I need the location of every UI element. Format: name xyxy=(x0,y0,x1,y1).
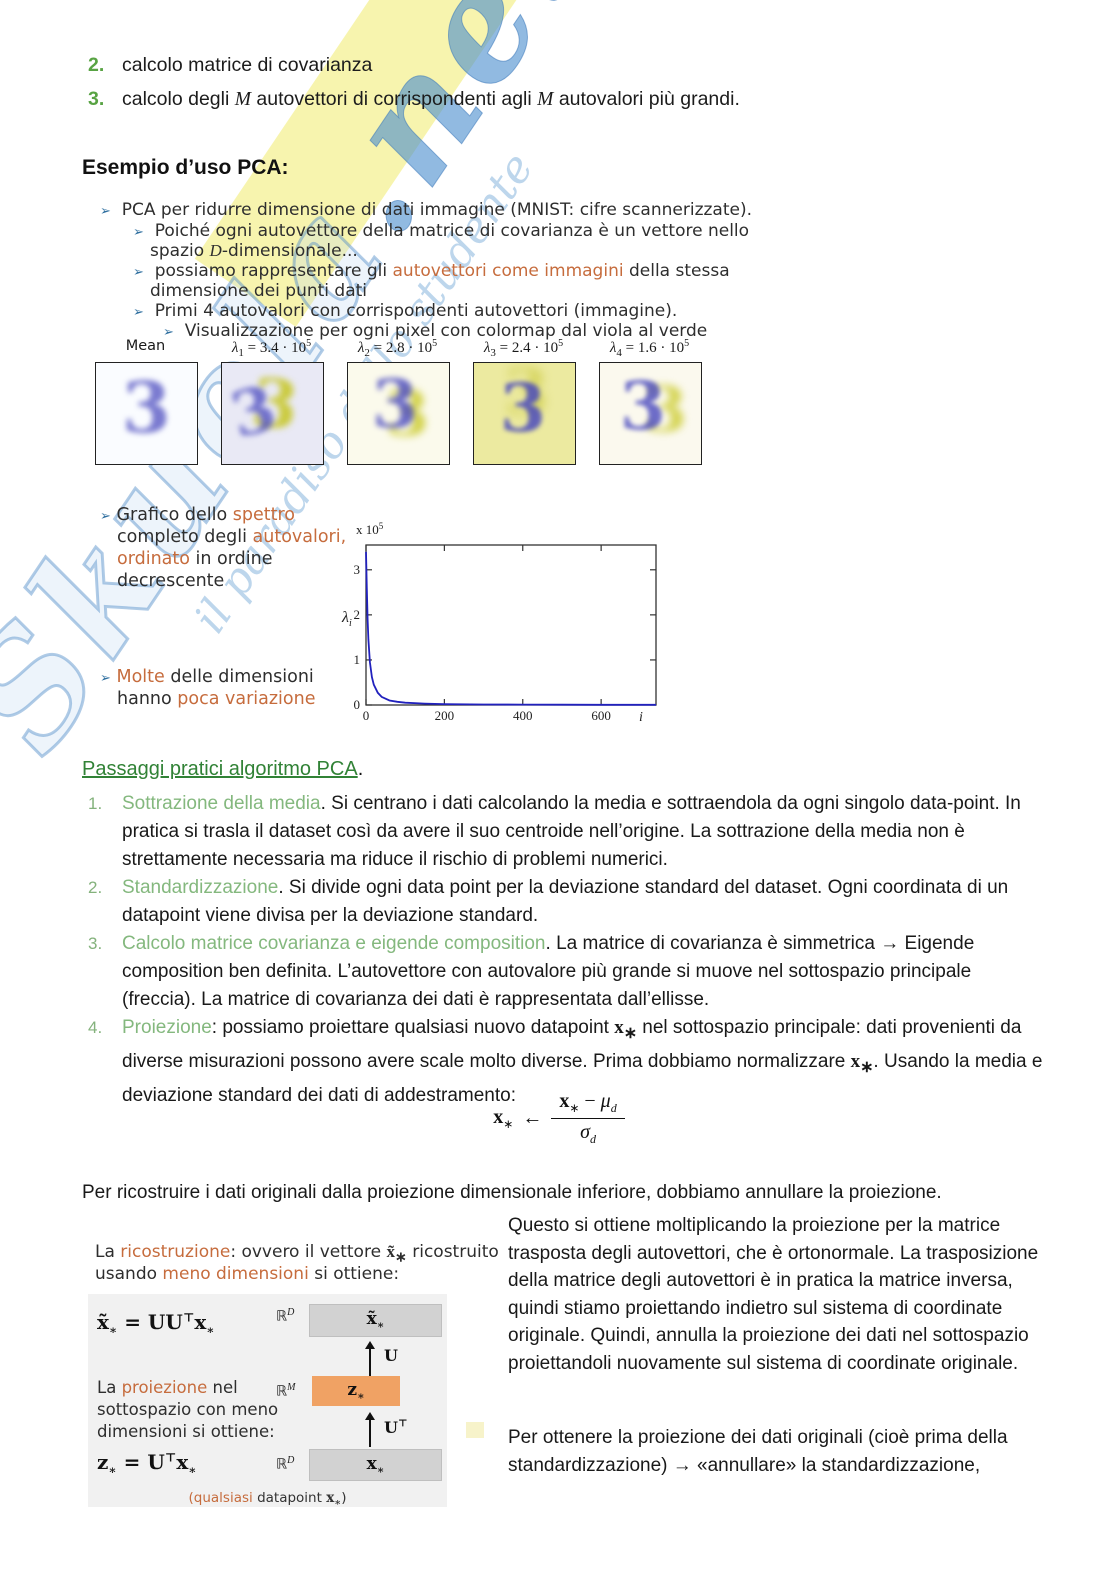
up-arrow-UT xyxy=(365,1412,375,1447)
bullet-line-4: ➢ Primi 4 autovalori con corrispondenti … xyxy=(133,301,678,321)
left-arrow-icon: ← xyxy=(522,1107,543,1129)
digit-3-glyph: 3 xyxy=(620,367,666,445)
spectrum-bullet-1c: ordinato in ordine xyxy=(117,549,273,569)
list-item-3-text: calcolo degli M autovettori di corrispon… xyxy=(122,88,740,110)
reconstruction-diagram-panel: x̃∗ = UU⊤x∗ ℝD x̃∗ U ℝM z∗ U⊤ ℝD x∗ La p… xyxy=(88,1294,447,1509)
reconstruction-left-line2: usando meno dimensioni si ottiene: xyxy=(95,1264,400,1284)
steps-heading: Passaggi pratici algoritmo PCA. xyxy=(82,758,364,780)
arrow-bullet-icon: ➢ xyxy=(100,509,111,524)
eigenimage-label-lambda3: λ3 = 2.4 · 105 xyxy=(483,338,564,359)
up-arrow-U xyxy=(365,1341,375,1376)
projection-text-line2: sottospazio con meno xyxy=(97,1400,279,1419)
eigenimage-mean: 3 xyxy=(95,362,198,465)
svg-text:600: 600 xyxy=(591,708,611,723)
digit-3-glyph: 3 xyxy=(644,373,688,446)
step-4: 4. Proiezione: possiamo proiettare quals… xyxy=(88,1014,1048,1110)
formula-reconstruction: x̃∗ = UU⊤x∗ xyxy=(97,1310,215,1337)
bullet-line-3: ➢ possiamo rappresentare gli autovettori… xyxy=(133,261,730,281)
step-3: 3. Calcolo matrice covarianza e eigende … xyxy=(88,930,1048,1014)
eigenvalue-spectrum-chart: x 105 λi i 0 200 400 600 0 1 2 3 xyxy=(341,521,657,725)
spectrum-bullet-1d: decrescente xyxy=(117,571,225,591)
formula-projection: z∗ = U⊤x∗ xyxy=(97,1450,197,1477)
list-item-3-number: 3. xyxy=(88,88,105,110)
section-heading-esempio: Esempio d’uso PCA: xyxy=(82,156,289,179)
vector-box-x: x∗ xyxy=(309,1449,442,1481)
diagram-caption: (qualsiasi datapoint x∗) xyxy=(188,1490,347,1509)
projection-text-line1: La proiezione nel xyxy=(97,1378,238,1397)
arrow-bullet-icon: ➢ xyxy=(163,325,174,340)
bullet-line-3b: dimensione dei punti dati xyxy=(150,281,368,301)
reconstruction-left-line1: La ricostruzione: ovvero il vettore x̃∗ … xyxy=(95,1242,499,1266)
arrow-bullet-icon: ➢ xyxy=(133,305,144,320)
svg-text:0: 0 xyxy=(354,697,361,712)
step-4-number: 4. xyxy=(88,1018,103,1037)
svg-text:400: 400 xyxy=(513,708,533,723)
space-label-RD-bottom: ℝD xyxy=(276,1455,295,1473)
arrow-bullet-icon: ➢ xyxy=(100,204,111,219)
projection-text-line3: dimensioni si ottiene: xyxy=(97,1422,275,1441)
svg-text:200: 200 xyxy=(435,708,455,723)
arrow-bullet-icon: ➢ xyxy=(133,265,144,280)
step-1-number: 1. xyxy=(88,794,103,813)
bullet-line-2b: spazio D-dimensionale... xyxy=(150,241,358,261)
spectrum-bullet-2b: hanno poca variazione xyxy=(117,689,316,709)
digit-3-glyph: 3 xyxy=(386,377,430,450)
arrow-label-U: U xyxy=(384,1346,398,1365)
list-item-2-text: calcolo matrice di covarianza xyxy=(122,54,373,76)
chart-xlabel: i xyxy=(639,710,643,725)
chart-ylabel: λi xyxy=(341,609,352,629)
arrow-bullet-icon: ➢ xyxy=(100,671,111,686)
bullet-line-1: ➢ PCA per ridurre dimensione di dati imm… xyxy=(100,200,752,220)
digit-3-glyph: 3 xyxy=(122,366,171,449)
step-2-number: 2. xyxy=(88,878,103,897)
arrow-bullet-icon: ➢ xyxy=(133,225,144,240)
svg-text:3: 3 xyxy=(354,562,361,577)
eigenimage-label-lambda2: λ2 = 2.8 · 105 xyxy=(357,338,438,359)
spectrum-bullet-1b: completo degli autovalori, xyxy=(117,527,347,547)
bullet-line-2: ➢ Poiché ogni autovettore della matrice … xyxy=(133,221,750,241)
digit-3-glyph: 3 xyxy=(504,362,549,430)
reconstruction-intro: Per ricostruire i dati originali dalla p… xyxy=(82,1182,942,1203)
vector-box-xtilde: x̃∗ xyxy=(309,1304,442,1337)
chart-scale-label: x 105 xyxy=(356,521,384,537)
spectrum-bullet-2: ➢ Molte delle dimensioni xyxy=(100,667,314,687)
svg-text:2: 2 xyxy=(354,607,361,622)
chart-tick-labels: 0 200 400 600 0 1 2 3 xyxy=(354,562,611,723)
vector-box-z: z∗ xyxy=(312,1376,400,1406)
normalization-formula: x∗ ← x∗ − μd σd xyxy=(0,1090,1118,1147)
eigenimage-label-lambda4: λ4 = 1.6 · 105 xyxy=(609,338,690,359)
digit-3-glyph: 3 xyxy=(500,369,546,447)
spectrum-bullet-1: ➢ Grafico dello spettro xyxy=(100,505,295,525)
step-1: 1. Sottrazione della media. Si centrano … xyxy=(88,790,1048,874)
svg-text:0: 0 xyxy=(363,708,370,723)
reconstruction-right-paragraph: Questo si ottiene moltiplicando la proie… xyxy=(508,1215,1039,1374)
step-2: 2. Standardizzazione. Si divide ogni dat… xyxy=(88,874,1048,930)
eigenimage-label-mean: Mean xyxy=(125,338,166,354)
svg-text:1: 1 xyxy=(354,652,361,667)
arrow-label-UT: U⊤ xyxy=(384,1418,408,1437)
space-label-RD-top: ℝD xyxy=(276,1307,295,1325)
list-item-2-number: 2. xyxy=(88,54,105,76)
chart-ticks xyxy=(365,545,656,706)
eigenimage-label-lambda1: λ1 = 3.4 · 105 xyxy=(231,338,312,359)
spectrum-curve xyxy=(365,551,656,706)
step-3-number: 3. xyxy=(88,934,103,953)
digit-3-glyph: 3 xyxy=(372,365,418,443)
space-label-RM: ℝM xyxy=(276,1382,296,1400)
reconstruction-right-paragraph-2: Per ottenere la proiezione dei dati orig… xyxy=(508,1427,1008,1476)
chart-plot-frame xyxy=(365,544,657,706)
